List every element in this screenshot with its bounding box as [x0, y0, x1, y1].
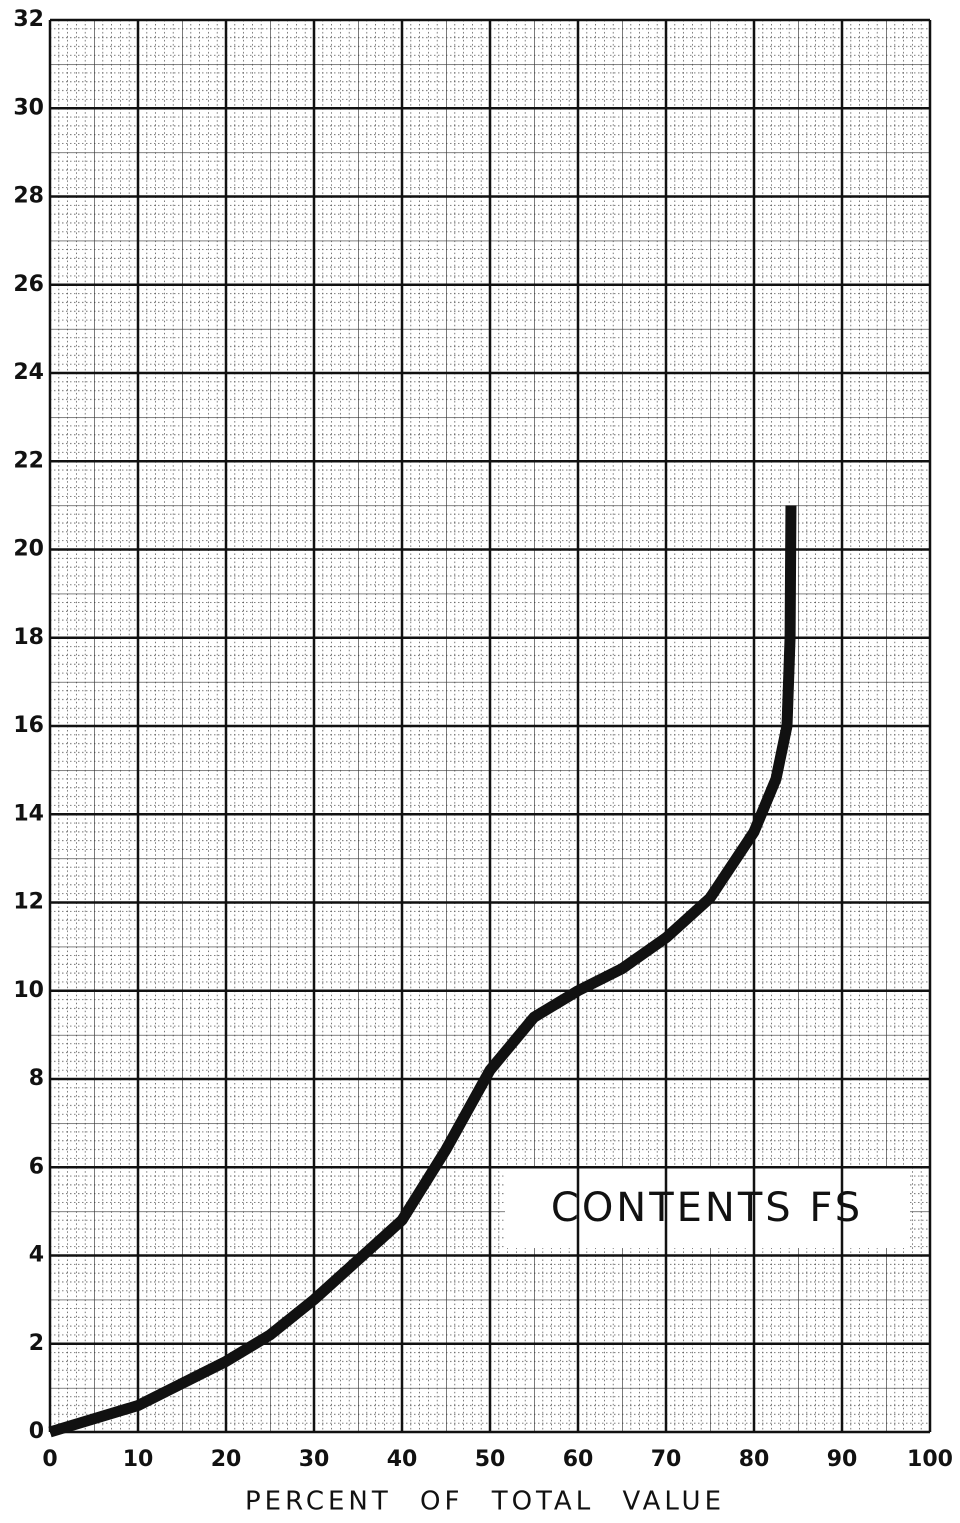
x-tick-label: 40 — [387, 1447, 418, 1472]
y-tick-label: 4 — [29, 1243, 44, 1268]
y-tick-label: 14 — [13, 801, 44, 826]
y-tick-label: 24 — [13, 360, 44, 385]
y-tick-label: 0 — [29, 1419, 44, 1444]
y-tick-label: 20 — [13, 537, 44, 562]
y-tick-label: 12 — [13, 890, 44, 915]
y-tick-label: 16 — [13, 713, 44, 738]
x-tick-label: 20 — [211, 1447, 242, 1472]
y-tick-label: 28 — [13, 184, 44, 209]
x-tick-label: 80 — [739, 1447, 770, 1472]
x-tick-label: 60 — [563, 1447, 594, 1472]
y-tick-label: 22 — [13, 448, 44, 473]
y-tick-label: 30 — [13, 95, 44, 120]
line — [48, 505, 797, 1438]
x-tick-label: 0 — [42, 1447, 57, 1472]
x-tick-label: 30 — [299, 1447, 330, 1472]
annotation: CONTENTS FS — [551, 1185, 863, 1231]
x-tick-label: 100 — [907, 1447, 953, 1472]
y-tick-label: 8 — [29, 1066, 44, 1091]
x-tick-label: 70 — [651, 1447, 682, 1472]
y-tick-label: 18 — [13, 625, 44, 650]
y-tick-label: 2 — [29, 1331, 44, 1356]
x-tick-label: 90 — [827, 1447, 858, 1472]
y-tick-label: 26 — [13, 272, 44, 297]
x-tick-label: 50 — [475, 1447, 506, 1472]
y-tick-label: 32 — [13, 7, 44, 32]
y-tick-label: 6 — [29, 1154, 44, 1179]
x-axis-label: PERCENT OF TOTAL VALUE — [245, 1487, 725, 1517]
x-tick-label: 10 — [123, 1447, 154, 1472]
y-tick-label: 10 — [13, 978, 44, 1003]
